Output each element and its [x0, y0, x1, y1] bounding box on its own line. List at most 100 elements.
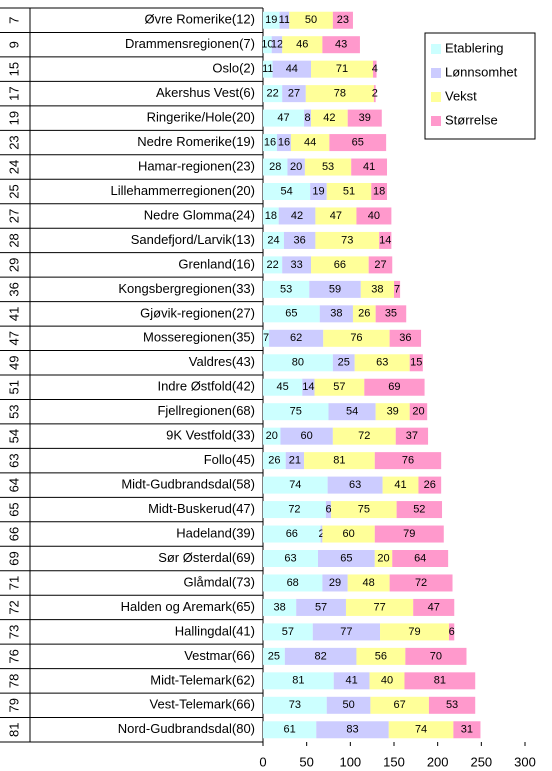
bar-segment	[263, 158, 288, 176]
value-label: 59	[329, 283, 341, 295]
bar-segment	[263, 623, 313, 641]
value-label: 80	[292, 357, 304, 369]
bar-segment	[323, 329, 390, 347]
category-label: Indre Østfold(42)	[157, 379, 255, 394]
bar-segment	[368, 256, 393, 274]
group-label: 36	[6, 282, 21, 296]
value-label: 41	[394, 479, 406, 491]
group-label: 78	[6, 674, 21, 688]
bar-segment	[371, 183, 388, 200]
bar-segment	[263, 647, 285, 665]
value-label: 7	[263, 332, 269, 344]
value-label: 81	[434, 675, 446, 687]
bar-segment	[263, 721, 317, 739]
value-label: 40	[381, 675, 393, 687]
value-label: 51	[343, 185, 355, 197]
bar-segment	[305, 85, 374, 103]
value-label: 42	[323, 112, 335, 124]
value-label: 54	[280, 185, 292, 197]
bar-segment	[404, 672, 476, 690]
value-label: 64	[414, 552, 426, 564]
bar-segment	[276, 134, 291, 152]
category-label: Hallingdal(41)	[175, 623, 255, 638]
value-label: 15	[410, 357, 422, 369]
x-tick-label: 250	[470, 754, 492, 769]
value-label: 21	[289, 455, 301, 467]
bar-segment	[379, 231, 392, 249]
bar-segment	[263, 501, 326, 519]
bar-segment	[347, 574, 390, 592]
value-label: 46	[296, 39, 308, 51]
bar-segment	[312, 623, 381, 641]
category-label: Akershus Vest(6)	[156, 85, 255, 100]
legend-label: Vekst	[445, 88, 477, 103]
value-label: 26	[268, 455, 280, 467]
legend-label: Etablering	[445, 40, 504, 55]
value-label: 68	[287, 577, 299, 589]
value-label: 82	[315, 650, 327, 662]
category-label: Nord-Gudbrandsdal(80)	[118, 721, 255, 736]
value-label: 67	[394, 699, 406, 711]
category-label: Nedre Romerike(19)	[137, 134, 255, 149]
value-label: 61	[284, 724, 296, 736]
value-label: 8	[304, 112, 310, 124]
value-label: 53	[322, 161, 334, 173]
value-label: 66	[286, 528, 298, 540]
group-label: 25	[6, 184, 21, 198]
category-label: Vest-Telemark(66)	[150, 697, 255, 712]
value-label: 72	[288, 503, 300, 515]
value-label: 72	[415, 577, 427, 589]
value-label: 10	[261, 39, 273, 51]
category-label: Sør Østerdal(69)	[158, 550, 255, 565]
category-label: Sandefjord/Larvik(13)	[131, 232, 255, 247]
value-label: 76	[402, 455, 414, 467]
bar-segment	[263, 280, 310, 298]
value-label: 40	[368, 210, 380, 222]
category-label: Lillehammerregionen(20)	[110, 183, 255, 198]
value-label: 36	[399, 332, 411, 344]
value-label: 71	[336, 63, 348, 75]
group-label: 41	[6, 307, 21, 321]
bar-segment	[263, 574, 323, 592]
x-tick-label: 200	[427, 754, 449, 769]
group-label: 15	[6, 62, 21, 76]
value-label: 60	[342, 528, 354, 540]
legend-label: Størrelse	[445, 112, 498, 127]
legend-swatch	[431, 44, 441, 54]
bar-segment	[283, 231, 316, 249]
value-label: 54	[346, 406, 358, 418]
value-label: 77	[340, 626, 352, 638]
value-label: 25	[338, 357, 350, 369]
bar-segment	[304, 158, 352, 176]
bar-segment	[373, 60, 377, 78]
bar-segment	[263, 550, 319, 567]
bar-segment	[263, 378, 303, 396]
bar-segment	[318, 550, 375, 567]
group-label: 64	[6, 478, 21, 492]
value-label: 20	[412, 406, 424, 418]
value-label: 73	[289, 699, 301, 711]
value-label: 27	[374, 259, 386, 271]
bar-segment	[364, 378, 425, 396]
bar-segment	[326, 183, 372, 200]
bar-segment	[282, 256, 312, 274]
bar-segment	[322, 36, 360, 54]
value-label: 33	[290, 259, 302, 271]
value-label: 72	[358, 430, 370, 442]
category-label: Follo(45)	[204, 452, 255, 467]
bar-segment	[360, 280, 394, 298]
value-label: 22	[266, 88, 278, 100]
group-label: 28	[6, 233, 21, 247]
value-label: 26	[358, 308, 370, 320]
bar-segment	[282, 36, 323, 54]
value-label: 20	[377, 552, 389, 564]
bar-segment	[263, 231, 284, 249]
bar-segment	[396, 501, 443, 519]
category-label: Kongsbergregionen(33)	[118, 281, 255, 296]
value-label: 69	[388, 381, 400, 393]
category-label: Vestmar(66)	[184, 648, 255, 663]
bar-segment	[395, 427, 429, 445]
group-label: 17	[6, 86, 21, 100]
bar-segment	[302, 378, 315, 396]
bar-segment	[263, 427, 281, 445]
